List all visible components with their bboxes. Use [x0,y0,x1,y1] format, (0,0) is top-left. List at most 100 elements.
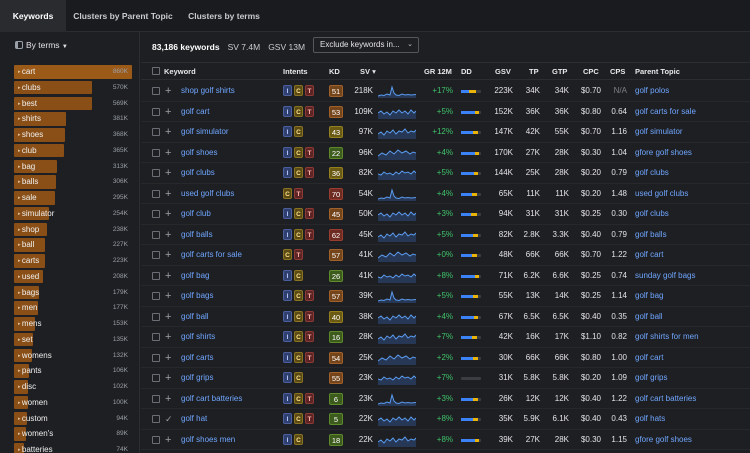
keyword-link[interactable]: golf clubs [181,168,215,177]
parent-topic-link[interactable]: golf grips [635,373,668,382]
parent-topic-link[interactable]: gfore golf shoes [635,434,692,444]
table-row[interactable]: + golf carts I C T 54 25K +2% 30K 66K 66K $0.80 1.00… [141,348,750,368]
term-item[interactable]: shirts 381K [14,111,132,127]
row-checkbox[interactable] [152,210,160,218]
add-to-list-icon[interactable]: + [165,146,172,159]
term-item[interactable]: mens 153K [14,316,132,332]
add-to-list-icon[interactable]: + [165,351,172,364]
term-item[interactable]: pants 106K [14,363,132,379]
keyword-link[interactable]: golf hat [181,414,208,423]
term-item[interactable]: cart 860K [14,64,132,80]
by-terms-dropdown[interactable]: By terms ▼ [15,40,68,50]
add-to-list-icon[interactable]: + [165,310,172,323]
keyword-link[interactable]: golf cart batteries [181,393,243,403]
table-row[interactable]: + golf bag I C 26 41K +8% 71K 6.2K 6.6K $0.25 0.74 s… [141,266,750,286]
keyword-link[interactable]: used golf clubs [181,188,235,198]
parent-topic-link[interactable]: golf hats [635,414,666,423]
term-item[interactable]: used 208K [14,269,132,285]
keyword-link[interactable]: golf ball [181,311,209,321]
row-checkbox[interactable] [152,292,160,300]
parent-topic-link[interactable]: golf cart [635,250,664,259]
col-parent-topic[interactable]: Parent Topic [635,67,680,76]
add-to-list-icon[interactable]: + [165,331,172,343]
table-row[interactable]: + shop golf shirts I C T 51 218K +17% 223K 34K 34K… [141,81,750,102]
keyword-link[interactable]: golf bags [181,291,214,300]
parent-topic-link[interactable]: golf carts for sale [635,106,696,116]
table-row[interactable]: + golf shoes men I C 18 22K +8% 39K 27K 28K $0.30 1… [141,430,750,450]
table-row[interactable]: + golf club I C T 45 50K +3% 94K 31K 31K $0.25 0.30 g… [141,204,750,225]
keyword-link[interactable]: golf balls [181,229,213,239]
exclude-keywords-dropdown[interactable]: Exclude keywords in... ⌄ [313,37,419,53]
parent-topic-link[interactable]: sunday golf bags [635,270,696,280]
parent-topic-link[interactable]: used golf clubs [635,188,689,198]
parent-topic-link[interactable]: golf shirts for men [635,332,699,341]
term-item[interactable]: set 135K [14,332,132,348]
term-item[interactable]: bags 179K [14,285,132,301]
row-checkbox[interactable] [152,128,160,136]
add-to-list-icon[interactable]: + [165,208,172,220]
term-item[interactable]: clubs 570K [14,80,132,96]
row-checkbox[interactable] [152,87,160,95]
term-item[interactable]: bag 313K [14,159,132,175]
term-item[interactable]: women 100K [14,395,132,411]
keyword-link[interactable]: shop golf shirts [181,86,235,95]
col-intents[interactable]: Intents [283,67,308,76]
term-item[interactable]: batteries 74K [14,442,132,453]
add-to-list-icon[interactable]: + [165,167,172,179]
add-to-list-icon[interactable]: + [165,228,172,241]
parent-topic-link[interactable]: golf ball [635,311,663,321]
table-row[interactable]: + golf cart batteries I C T 6 23K +3% 26K 12K 12K $… [141,389,750,409]
parent-topic-link[interactable]: golf balls [635,229,667,239]
row-checkbox[interactable] [152,435,160,444]
col-tp[interactable]: TP [529,67,539,76]
add-to-list-icon[interactable]: + [165,372,172,384]
keyword-link[interactable]: golf carts [181,352,214,362]
parent-topic-link[interactable]: golf polos [635,86,670,95]
keyword-link[interactable]: golf club [181,209,211,218]
row-checkbox[interactable] [152,169,160,177]
add-to-list-icon[interactable]: + [165,187,172,200]
col-dd[interactable]: DD [461,67,472,76]
table-row[interactable]: + golf shirts I C T 16 28K +7% 42K 16K 17K $1.10 0.8… [141,327,750,348]
table-row[interactable]: + golf cart I C T 53 109K +5% 152K 36K 36K $0.80 0.6… [141,102,750,122]
keyword-link[interactable]: golf shoes [181,147,218,157]
table-row[interactable]: + golf balls I C T 62 45K +5% 82K 2.8K 3.3K $0.40 0.… [141,225,750,245]
parent-topic-link[interactable]: golf clubs [635,168,669,177]
row-checkbox[interactable] [152,189,160,198]
row-checkbox[interactable] [152,374,160,382]
keyword-link[interactable]: golf shoes men [181,434,236,444]
table-row[interactable]: + used golf clubs C T 70 54K +4% 65K 11K 11K $0.20… [141,184,750,204]
term-item[interactable]: shoes 368K [14,127,132,143]
row-checkbox[interactable] [152,251,160,259]
keyword-link[interactable]: golf cart [181,106,210,116]
keyword-link[interactable]: golf grips [181,373,214,382]
keyword-link[interactable]: golf shirts [181,332,216,341]
parent-topic-link[interactable]: golf clubs [635,209,669,218]
row-checkbox[interactable] [152,415,160,423]
term-item[interactable]: shop 238K [14,222,132,238]
term-item[interactable]: ball 227K [14,237,132,253]
row-checkbox[interactable] [152,271,160,280]
add-to-list-icon[interactable]: + [165,105,172,118]
select-all-checkbox[interactable] [152,67,160,75]
row-checkbox[interactable] [152,333,160,341]
col-keyword[interactable]: Keyword [164,67,196,76]
keyword-link[interactable]: golf bag [181,270,210,280]
table-row[interactable]: ✓ golf hat I C T 5 22K +8% 35K 5.9K 6.1K $0.40 0.43 g… [141,409,750,430]
table-row[interactable]: + golf simulator I C 43 97K +12% 147K 42K 55K $0.7… [141,122,750,143]
term-item[interactable]: custom 94K [14,411,132,427]
col-gtp[interactable]: GTP [552,67,568,76]
parent-topic-link[interactable]: golf cart [635,352,664,362]
keyword-link[interactable]: golf carts for sale [181,250,242,259]
sidebar-toggle-icon[interactable] [15,41,23,49]
keyword-link[interactable]: golf simulator [181,127,229,136]
term-item[interactable]: sale 295K [14,190,132,206]
add-to-list-icon[interactable]: + [165,392,172,405]
term-item[interactable]: women's 89K [14,426,132,442]
added-check-icon[interactable]: ✓ [165,414,173,424]
col-gr12m[interactable]: GR 12M [424,67,452,76]
row-checkbox[interactable] [152,353,160,362]
term-item[interactable]: club 365K [14,143,132,159]
row-checkbox[interactable] [152,394,160,403]
table-row[interactable]: + golf shoes I C T 22 96K +4% 170K 27K 28K $0.30 1.0… [141,143,750,163]
